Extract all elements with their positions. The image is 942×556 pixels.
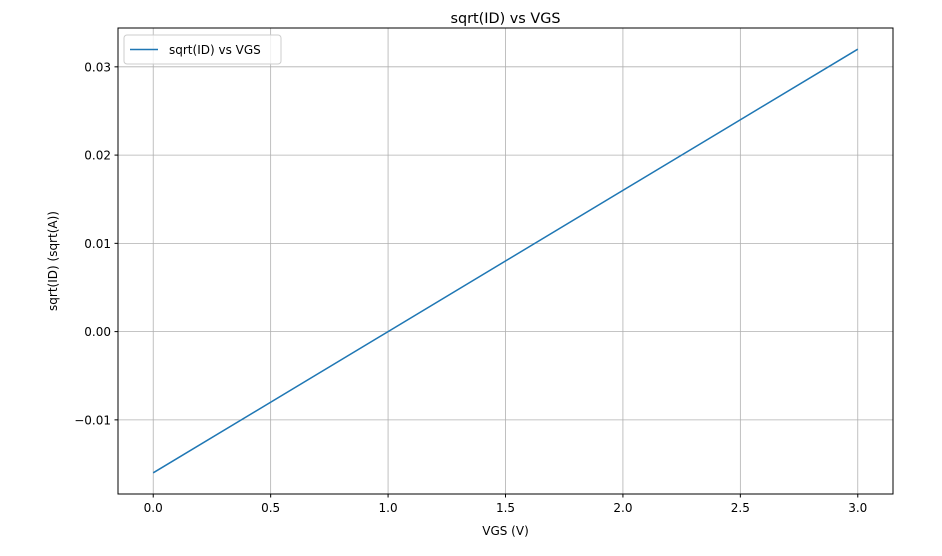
legend-label: sqrt(ID) vs VGS (169, 43, 261, 57)
x-axis-label: VGS (V) (482, 524, 529, 538)
y-tick-label: 0.03 (84, 60, 111, 74)
y-axis-label: sqrt(ID) (sqrt(A)) (46, 211, 60, 311)
series-line (152, 48, 859, 474)
x-axis-ticks: 0.0 0.5 1.0 1.5 2.0 2.5 3.0 (144, 494, 867, 515)
chart-title: sqrt(ID) vs VGS (450, 11, 560, 27)
x-tick-label: 1.5 (496, 501, 515, 515)
grid (118, 28, 893, 494)
legend: sqrt(ID) vs VGS (123, 34, 282, 65)
y-tick-label: 0.00 (84, 325, 111, 339)
y-tick-label: 0.01 (84, 237, 111, 251)
x-tick-label: 3.0 (848, 501, 867, 515)
legend-box (123, 34, 282, 65)
y-tick-label: 0.02 (84, 149, 111, 163)
y-tick-label: −0.01 (74, 413, 111, 427)
x-tick-label: 2.0 (613, 501, 632, 515)
x-tick-label: 2.5 (731, 501, 750, 515)
y-axis-ticks: −0.01 0.00 0.01 0.02 0.03 (74, 60, 118, 427)
series-layer (152, 48, 859, 474)
x-tick-label: 1.0 (379, 501, 398, 515)
x-tick-label: 0.0 (144, 501, 163, 515)
x-tick-label: 0.5 (261, 501, 280, 515)
